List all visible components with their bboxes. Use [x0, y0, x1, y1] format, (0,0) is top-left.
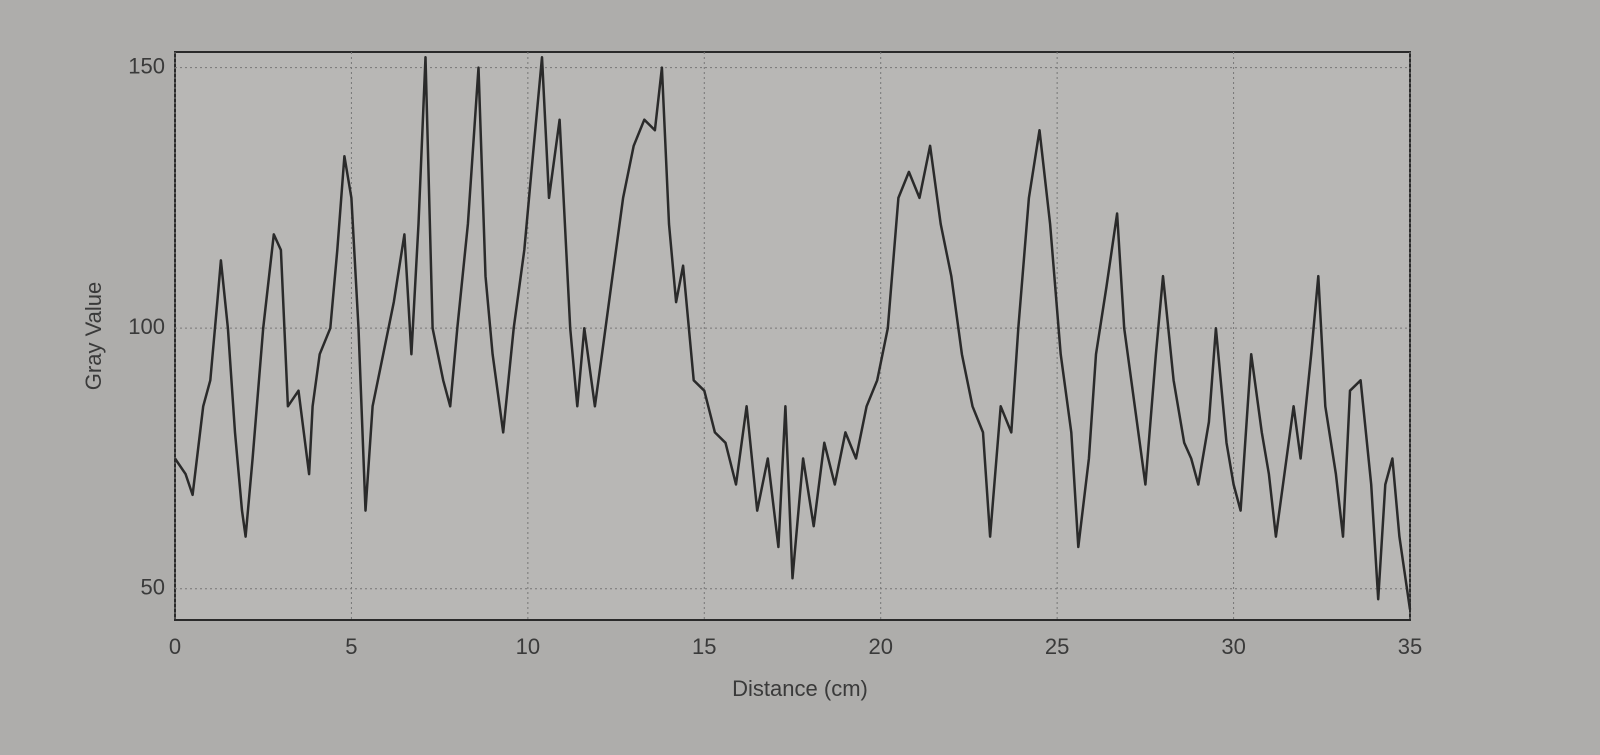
y-axis-label: Gray Value	[81, 282, 106, 390]
x-tick-label: 0	[169, 634, 181, 659]
plot-area	[174, 51, 1411, 621]
x-tick-label: 5	[345, 634, 357, 659]
y-tick-label: 100	[128, 314, 165, 339]
x-axis-label: Distance (cm)	[732, 676, 868, 701]
x-tick-label: 35	[1398, 634, 1422, 659]
data-line	[173, 55, 1412, 610]
y-tick-label: 150	[128, 53, 165, 78]
x-tick-label: 10	[516, 634, 540, 659]
x-tick-label: 20	[868, 634, 892, 659]
y-tick-label: 50	[141, 575, 165, 600]
x-tick-label: 15	[692, 634, 716, 659]
x-tick-label: 30	[1221, 634, 1245, 659]
x-tick-label: 25	[1045, 634, 1069, 659]
